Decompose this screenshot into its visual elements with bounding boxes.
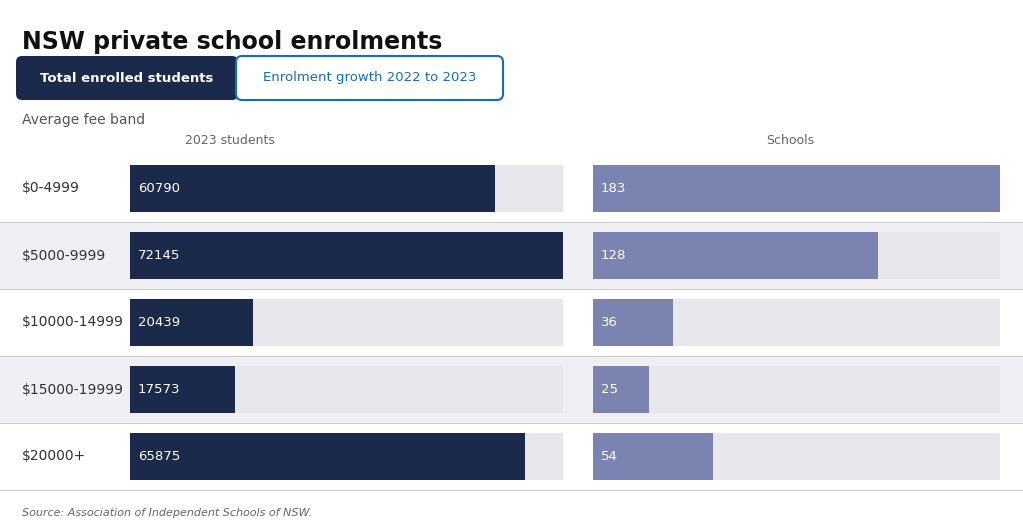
Text: 54: 54 <box>601 450 618 463</box>
Bar <box>130 299 253 346</box>
Bar <box>593 165 1000 212</box>
Bar <box>0 289 1023 356</box>
Bar <box>130 433 526 480</box>
Bar <box>0 155 1023 222</box>
Bar <box>0 423 1023 490</box>
Text: $20000+: $20000+ <box>23 449 86 464</box>
Bar <box>593 433 713 480</box>
Bar <box>593 299 673 346</box>
Text: 2023 students: 2023 students <box>185 134 275 147</box>
Text: 183: 183 <box>601 182 626 195</box>
Bar <box>593 165 1000 212</box>
Bar <box>130 232 563 279</box>
Text: 72145: 72145 <box>138 249 180 262</box>
Text: 65875: 65875 <box>138 450 180 463</box>
Bar <box>593 366 1000 413</box>
Text: 60790: 60790 <box>138 182 180 195</box>
Bar <box>130 433 563 480</box>
Text: 36: 36 <box>601 316 618 329</box>
Bar <box>130 366 563 413</box>
Bar <box>130 165 495 212</box>
Text: NSW private school enrolments: NSW private school enrolments <box>23 30 442 54</box>
Text: $0-4999: $0-4999 <box>23 182 80 195</box>
Text: $10000-14999: $10000-14999 <box>23 316 124 329</box>
Bar <box>130 366 235 413</box>
Text: 20439: 20439 <box>138 316 180 329</box>
Text: 25: 25 <box>601 383 618 396</box>
Text: Schools: Schools <box>766 134 814 147</box>
Bar <box>0 222 1023 289</box>
Bar <box>130 299 563 346</box>
Bar <box>130 232 563 279</box>
Text: Total enrolled students: Total enrolled students <box>40 71 214 84</box>
FancyBboxPatch shape <box>16 56 238 100</box>
Text: $5000-9999: $5000-9999 <box>23 249 106 262</box>
Text: $15000-19999: $15000-19999 <box>23 382 124 397</box>
Bar <box>593 433 1000 480</box>
Text: 17573: 17573 <box>138 383 180 396</box>
Bar <box>130 165 563 212</box>
Text: Enrolment growth 2022 to 2023: Enrolment growth 2022 to 2023 <box>263 71 476 84</box>
Text: 128: 128 <box>601 249 626 262</box>
Text: Source: Association of Independent Schools of NSW.: Source: Association of Independent Schoo… <box>23 508 312 518</box>
Bar <box>593 299 1000 346</box>
Text: Average fee band: Average fee band <box>23 113 145 127</box>
Bar <box>593 366 649 413</box>
FancyBboxPatch shape <box>236 56 503 100</box>
Bar <box>593 232 1000 279</box>
Bar <box>593 232 878 279</box>
Bar <box>0 356 1023 423</box>
